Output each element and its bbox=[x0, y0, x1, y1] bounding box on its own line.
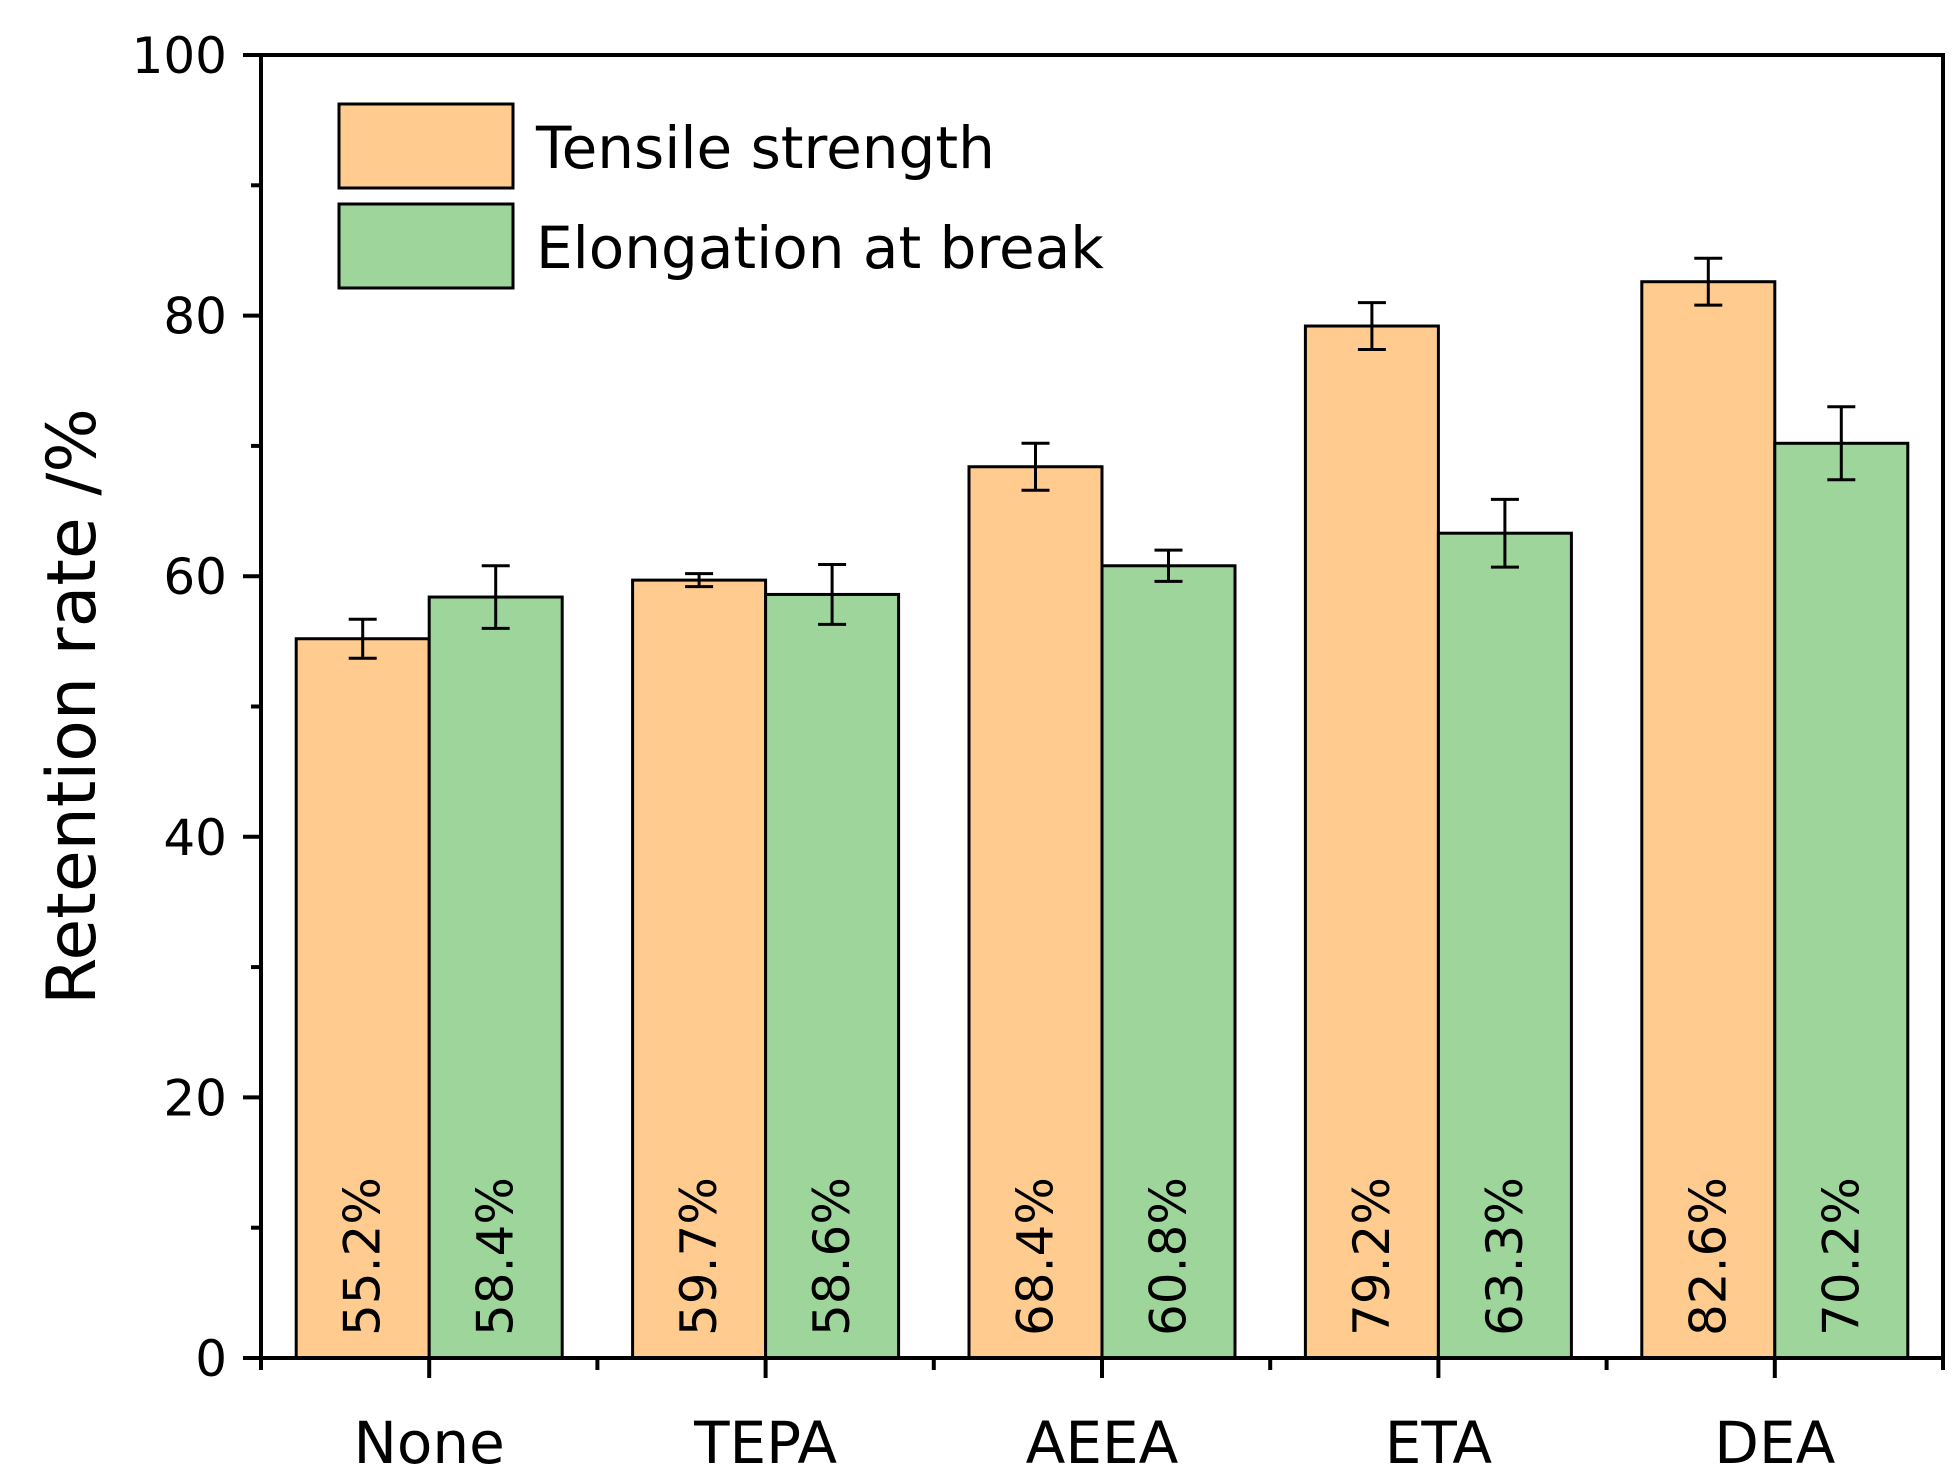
x-tick-label-dea: DEA bbox=[1714, 1409, 1835, 1477]
bar-elongation-at-break-tepa bbox=[764, 592, 901, 1360]
y-tick-label-40: 40 bbox=[163, 809, 227, 867]
x-tick-label-eta: ETA bbox=[1385, 1409, 1493, 1477]
bar-label-tensile-strength-aeea: 68.4% bbox=[1007, 1177, 1065, 1336]
bar-label-elongation-at-break-tepa: 58.6% bbox=[803, 1177, 861, 1336]
bar-label-elongation-at-break-dea: 70.2% bbox=[1812, 1177, 1870, 1336]
x-axis-ticks: None TEPA AEEA ETA DEA bbox=[259, 1358, 1945, 1477]
y-tick-label-100: 100 bbox=[132, 27, 227, 85]
y-tick-label-0: 0 bbox=[195, 1330, 227, 1388]
y-tick-label-80: 80 bbox=[163, 288, 227, 346]
bar-label-tensile-strength-none: 55.2% bbox=[334, 1177, 392, 1336]
y-tick-label-60: 60 bbox=[163, 548, 227, 606]
bar-labels-layer: 55.2% 58.4% 59.7% 58.6% 68.4% 60.8% 79.2% 63.3%… bbox=[334, 1177, 1871, 1336]
bar-elongation-at-break-eta bbox=[1436, 531, 1573, 1360]
bar-elongation-at-break-none bbox=[427, 595, 564, 1360]
bar-label-tensile-strength-eta: 79.2% bbox=[1343, 1177, 1401, 1336]
legend-label-tensile-strength: Tensile strength bbox=[535, 114, 995, 182]
bars-layer bbox=[294, 280, 1910, 1360]
bar-label-elongation-at-break-none: 58.4% bbox=[467, 1177, 525, 1336]
x-tick-label-aeea: AEEA bbox=[1026, 1409, 1179, 1477]
bar-elongation-at-break-aeea bbox=[1100, 564, 1237, 1360]
error-bars-layer bbox=[348, 256, 1856, 660]
bar-label-tensile-strength-dea: 82.6% bbox=[1679, 1177, 1737, 1336]
bar-tensile-strength-none bbox=[294, 637, 431, 1360]
bar-label-tensile-strength-tepa: 59.7% bbox=[670, 1177, 728, 1336]
y-axis-title: Retention rate /% bbox=[33, 408, 112, 1005]
legend-swatch-elongation-at-break bbox=[337, 202, 515, 290]
legend: Tensile strength Elongation at break bbox=[337, 102, 1104, 290]
legend-swatch-tensile-strength bbox=[337, 102, 515, 190]
y-axis-ticks: 0 20 40 60 80 100 bbox=[132, 27, 261, 1388]
bar-tensile-strength-aeea bbox=[967, 465, 1104, 1360]
x-tick-label-tepa: TEPA bbox=[693, 1409, 837, 1477]
bar-elongation-at-break-dea bbox=[1773, 441, 1910, 1360]
x-tick-label-none: None bbox=[354, 1409, 505, 1477]
bar-label-elongation-at-break-aeea: 60.8% bbox=[1140, 1177, 1198, 1336]
y-tick-label-20: 20 bbox=[163, 1069, 227, 1127]
bar-label-elongation-at-break-eta: 63.3% bbox=[1476, 1177, 1534, 1336]
legend-label-elongation-at-break: Elongation at break bbox=[536, 214, 1104, 282]
